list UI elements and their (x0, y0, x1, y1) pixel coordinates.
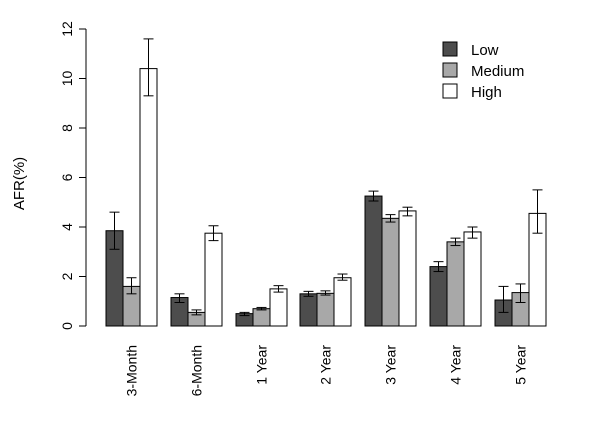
legend-swatch-medium (442, 62, 458, 78)
bar-low-4-year (429, 266, 448, 327)
bar-low-2-year (299, 293, 318, 327)
bar-high-4-year (463, 231, 482, 327)
y-axis-title: AFR(%) (11, 157, 28, 210)
x-tick-label: 3 Year (383, 345, 399, 385)
y-tick-label: 2 (59, 272, 75, 280)
x-tick-label: 5 Year (513, 345, 529, 385)
bar-high-3-month (139, 68, 158, 327)
y-tick-label: 6 (59, 173, 75, 181)
y-tick-label: 4 (59, 223, 75, 231)
legend-label-high: High (471, 84, 502, 101)
x-tick-label: 6-Month (189, 345, 205, 396)
legend-swatch-high (442, 83, 458, 99)
bars-layer (105, 38, 547, 327)
bar-high-6-month (204, 232, 223, 327)
x-tick-label: 1 Year (254, 345, 270, 385)
bar-medium-2-year (316, 292, 335, 327)
bar-medium-1-year (252, 308, 271, 327)
x-tick-label: 3-Month (124, 345, 140, 396)
y-tick-label: 12 (59, 21, 75, 37)
y-tick-label: 8 (59, 124, 75, 132)
legend-label-medium: Medium (471, 63, 524, 80)
x-tick-label: 2 Year (318, 345, 334, 385)
bar-medium-4-year (446, 241, 465, 327)
y-axis: 0 2 4 6 8 10 12 (59, 21, 87, 330)
bar-high-1-year (269, 288, 288, 327)
bar-medium-3-year (381, 217, 400, 327)
bar-low-3-year (364, 195, 383, 327)
y-tick-label: 10 (59, 71, 75, 87)
x-axis-labels: 3-Month 6-Month 1 Year 2 Year 3 Year 4 Year 5 … (124, 345, 529, 397)
legend-swatch-low (442, 41, 458, 57)
x-tick-label: 4 Year (448, 345, 464, 385)
legend: Low Medium High (442, 41, 524, 101)
bar-high-3-year (398, 210, 417, 327)
y-tick-label: 0 (59, 322, 75, 330)
legend-label-low: Low (471, 42, 499, 59)
bar-high-2-year (333, 277, 352, 327)
